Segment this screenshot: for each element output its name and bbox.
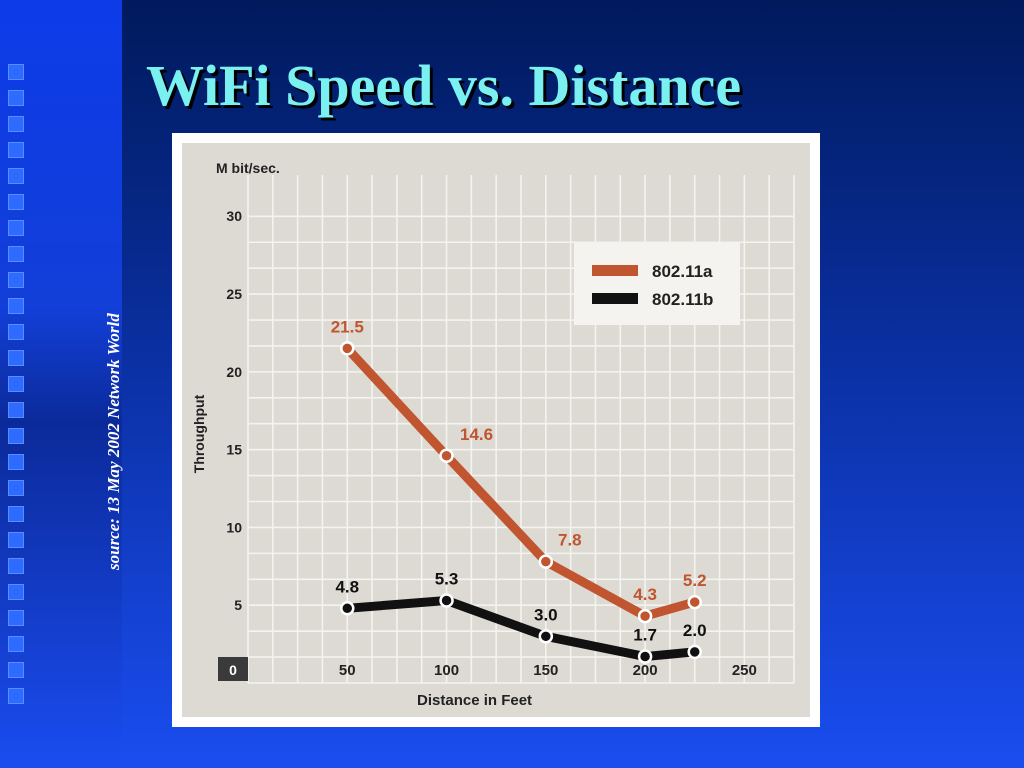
y-tick-label: 25 [226,286,242,302]
data-label: 7.8 [558,531,582,550]
legend-label: 802.11a [652,262,713,281]
legend-swatch [592,265,638,276]
data-point [340,601,355,616]
data-point [687,594,702,610]
chart-panel: M bit/sec. Throughput Distance in Feet 5… [172,133,820,727]
x-tick-label: 0 [229,662,237,678]
data-label: 5.2 [683,571,707,590]
data-point [637,608,653,624]
x-tick-label: 50 [339,662,356,679]
data-label: 4.8 [335,577,359,596]
legend-label: 802.11b [652,290,713,309]
data-point [439,593,454,608]
y-tick-label: 15 [226,442,242,458]
data-label: 5.3 [435,570,459,589]
data-label: 21.5 [331,317,364,336]
series-802.11b: 4.8 5.3 3.0 1.7 2.0 [335,570,707,664]
data-label: 4.3 [633,585,657,604]
source-caption: source: 13 May 2002 Network World [104,313,123,570]
y-axis-label: Throughput [191,394,207,473]
x-tick-zero: 0 [218,657,248,681]
data-label: 14.6 [460,425,493,444]
data-label: 1.7 [633,626,657,645]
line-chart: M bit/sec. Throughput Distance in Feet 5… [172,133,820,727]
legend-box [574,243,740,325]
x-tick-label: 100 [434,662,459,679]
legend-swatch [592,293,638,304]
left-decorative-band [0,0,122,768]
data-point [538,629,554,644]
data-label: 2.0 [683,621,707,640]
decorative-squares [8,64,26,714]
zero-tick-box [218,657,248,681]
data-point [687,644,702,660]
y-tick-label: 5 [234,597,242,613]
x-tick-label: 200 [633,662,658,679]
data-point [340,341,355,356]
data-point [439,448,454,464]
series-802.11a: 21.5 14.6 7.8 4.3 5.2 [331,317,707,624]
data-label: 3.0 [534,605,558,624]
data-point [538,554,554,569]
x-tick-label: 250 [732,662,757,679]
series-layer: 21.5 14.6 7.8 4.3 5.2 4.8 5.3 3.0 1.7 2.0 [331,317,707,664]
y-unit-label: M bit/sec. [216,160,280,176]
x-tick-label: 150 [533,662,558,679]
legend: 802.11a 802.11b [574,243,740,325]
y-tick-label: 20 [226,364,242,380]
slide-title: WiFi Speed vs. Distance [146,53,742,118]
y-tick-label: 30 [226,208,242,224]
x-axis-label: Distance in Feet [417,692,532,709]
y-tick-label: 10 [226,519,242,535]
data-point [637,649,653,664]
tick-labels: 5 10 15 20 25 30 0 50 100 150 200 250 [218,208,757,681]
